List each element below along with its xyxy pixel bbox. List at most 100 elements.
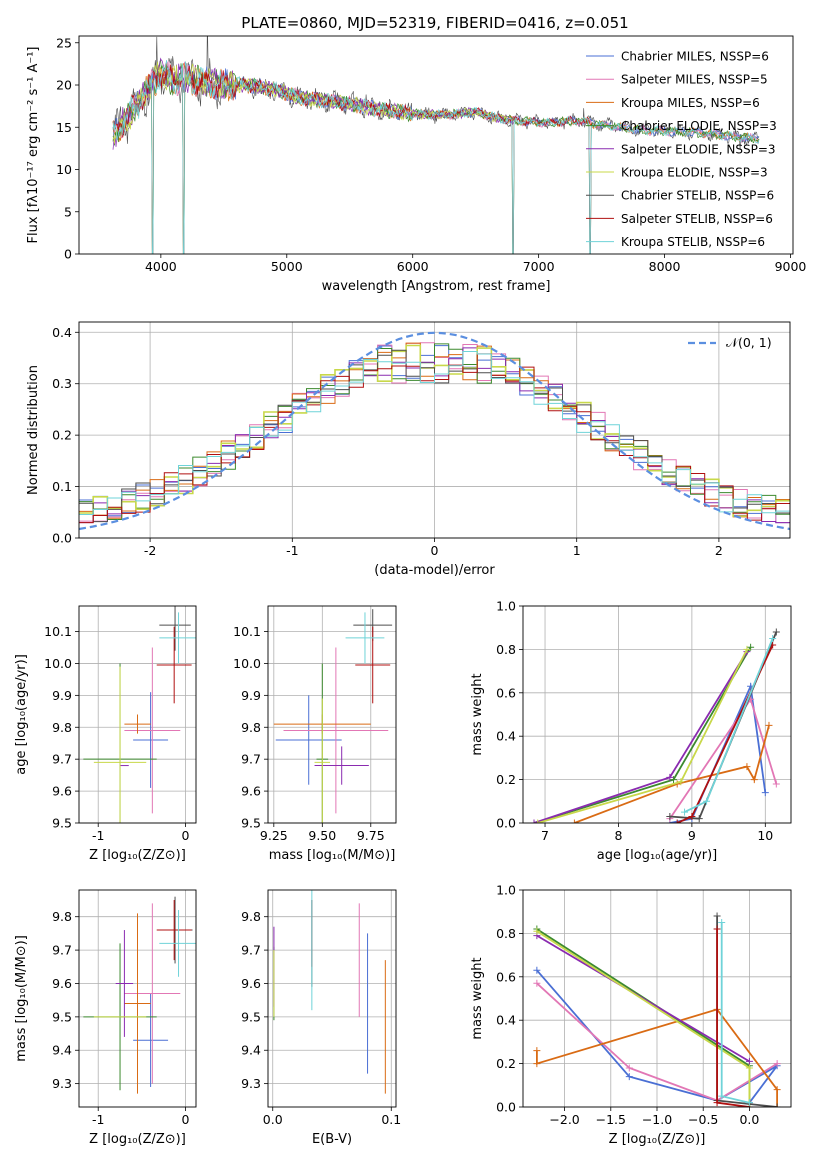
x-axis-label: Z [log₁₀(Z/Z⊙)] bbox=[609, 1132, 706, 1147]
weight-marker bbox=[761, 789, 769, 797]
x-tick-label: 9 bbox=[688, 828, 696, 843]
plot-area bbox=[533, 912, 781, 1107]
x-tick-label: -1 bbox=[286, 543, 298, 558]
x-tick-label: 9000 bbox=[775, 259, 807, 274]
spectrum-line bbox=[112, 60, 760, 254]
legend-label: Salpeter STELIB, NSSP=6 bbox=[621, 212, 773, 226]
weight-marker bbox=[673, 819, 681, 823]
y-tick-label: 9.7 bbox=[241, 752, 261, 767]
y-axis-label: Flux [fλ10⁻¹⁷ erg cm⁻² s⁻¹ A⁻¹] bbox=[26, 47, 41, 244]
y-tick-label: 0.6 bbox=[496, 969, 516, 984]
figure-title: PLATE=0860, MJD=52319, FIBERID=0416, z=0… bbox=[241, 14, 628, 32]
x-tick-label: 0 bbox=[431, 543, 439, 558]
x-tick-label: −2.0 bbox=[549, 1112, 579, 1127]
weight-marker bbox=[533, 1047, 541, 1055]
data-point bbox=[283, 647, 389, 814]
weight-marker bbox=[773, 1086, 781, 1094]
chart-mass-vs-EBV: 0.0 0.1 9.3 9.4 9.5 9.6 9.7 9.8 E(B-V) bbox=[241, 889, 401, 1147]
data-point bbox=[275, 695, 342, 785]
legend-label: Kroupa ELODIE, NSSP=3 bbox=[621, 166, 768, 180]
y-tick-label: 9.9 bbox=[52, 688, 72, 703]
y-tick-label: 9.8 bbox=[241, 909, 261, 924]
y-tick-label: 9.7 bbox=[241, 943, 261, 958]
data-point bbox=[159, 910, 196, 977]
histogram-series bbox=[79, 351, 790, 515]
weight-line bbox=[536, 982, 778, 1102]
axes-frame bbox=[78, 321, 791, 539]
plot-area bbox=[273, 609, 393, 823]
weight-marker bbox=[750, 776, 758, 784]
x-tick-label: 10 bbox=[757, 828, 773, 843]
legend: Chabrier MILES, NSSP=6 Salpeter MILES, NS… bbox=[586, 50, 777, 249]
data-point bbox=[124, 913, 151, 1094]
chart-weight-vs-Z: −2.0 −1.5 −1.0 −0.5 0.0 0.0 0.2 0.4 0.6 0.8 1.0 Z [… bbox=[470, 883, 792, 1147]
weight-marker bbox=[666, 812, 674, 820]
weight-marker bbox=[769, 635, 777, 643]
y-tick-label: 0.4 bbox=[496, 729, 516, 744]
weight-marker bbox=[773, 1060, 781, 1068]
x-axis-label: age [log₁₀(age/yr)] bbox=[597, 848, 718, 863]
legend-label: Salpeter MILES, NSSP=5 bbox=[621, 73, 768, 87]
weight-marker bbox=[713, 912, 721, 920]
x-tick-label: 7 bbox=[541, 828, 549, 843]
weight-marker bbox=[718, 1092, 726, 1100]
legend: 𝒩(0, 1) bbox=[688, 335, 772, 350]
y-tick-label: 5 bbox=[64, 204, 72, 219]
chart-weight-vs-age: 7 8 9 10 0.0 0.2 0.4 0.6 0.8 1.0 age [log₁₀(age/yr… bbox=[470, 599, 792, 863]
y-tick-label: 9.7 bbox=[52, 943, 72, 958]
y-tick-label: 9.5 bbox=[241, 1009, 261, 1024]
y-axis-label: mass [log₁₀(M/M⊙)] bbox=[14, 935, 29, 1062]
y-axis-label: mass weight bbox=[470, 957, 485, 1039]
weight-marker bbox=[666, 773, 674, 781]
y-tick-label: 0.4 bbox=[496, 1013, 516, 1028]
data-point bbox=[124, 903, 181, 1084]
chart-age-vs-mass: 9.25 9.50 9.75 9.5 9.6 9.7 9.8 9.9 10.0 10.1 mass … bbox=[233, 605, 397, 863]
weight-marker bbox=[713, 1099, 721, 1107]
weight-marker bbox=[533, 966, 541, 974]
data-point bbox=[314, 698, 331, 823]
x-axis-label: (data-model)/error bbox=[374, 563, 495, 578]
weight-marker bbox=[534, 819, 542, 823]
plot-area bbox=[273, 890, 386, 1094]
legend-label: 𝒩(0, 1) bbox=[726, 335, 772, 350]
y-tick-label: 25 bbox=[56, 35, 72, 50]
x-axis-label: E(B-V) bbox=[312, 1132, 352, 1147]
data-point bbox=[159, 606, 191, 651]
y-tick-label: 9.5 bbox=[241, 816, 261, 831]
weight-marker bbox=[681, 808, 689, 816]
y-tick-label: 0.0 bbox=[496, 1100, 516, 1115]
chart-age-vs-Z: -1 0 9.5 9.6 9.7 9.8 9.9 10.0 10.1 Z [log₁₀(Z/Z⊙)… bbox=[14, 605, 197, 863]
data-point bbox=[93, 666, 147, 823]
x-tick-label: 2 bbox=[715, 543, 723, 558]
y-tick-label: 9.6 bbox=[241, 784, 261, 799]
data-point bbox=[159, 612, 196, 664]
y-tick-label: 9.8 bbox=[52, 720, 72, 735]
y-tick-label: 0.0 bbox=[52, 531, 72, 546]
axes-frame bbox=[267, 605, 397, 824]
plot-area bbox=[530, 628, 780, 823]
plot-area bbox=[83, 606, 196, 823]
y-tick-label: 0.4 bbox=[52, 325, 72, 340]
y-tick-label: 0.2 bbox=[496, 1056, 516, 1071]
y-tick-label: 20 bbox=[56, 78, 72, 93]
data-point bbox=[124, 714, 151, 734]
data-point bbox=[156, 900, 192, 961]
x-tick-label: -2 bbox=[144, 543, 156, 558]
y-tick-label: 9.3 bbox=[52, 1076, 72, 1091]
x-tick-label: 9.75 bbox=[357, 828, 385, 843]
weight-marker bbox=[745, 1064, 753, 1072]
plot-area bbox=[79, 331, 790, 531]
y-tick-label: 15 bbox=[56, 120, 72, 135]
x-tick-label: -1 bbox=[92, 1112, 104, 1127]
y-tick-label: 9.4 bbox=[52, 1043, 72, 1058]
y-tick-label: 0.2 bbox=[52, 428, 72, 443]
weight-marker bbox=[703, 797, 711, 805]
legend-label: Kroupa MILES, NSSP=6 bbox=[621, 96, 760, 110]
weight-marker bbox=[718, 919, 726, 927]
weight-marker bbox=[533, 927, 541, 935]
x-tick-label: 6000 bbox=[397, 259, 429, 274]
x-tick-label: 0.0 bbox=[263, 1112, 283, 1127]
y-tick-label: 9.9 bbox=[241, 688, 261, 703]
y-tick-label: 10.1 bbox=[44, 624, 72, 639]
x-axis-label: Z [log₁₀(Z/Z⊙)] bbox=[89, 1132, 186, 1147]
